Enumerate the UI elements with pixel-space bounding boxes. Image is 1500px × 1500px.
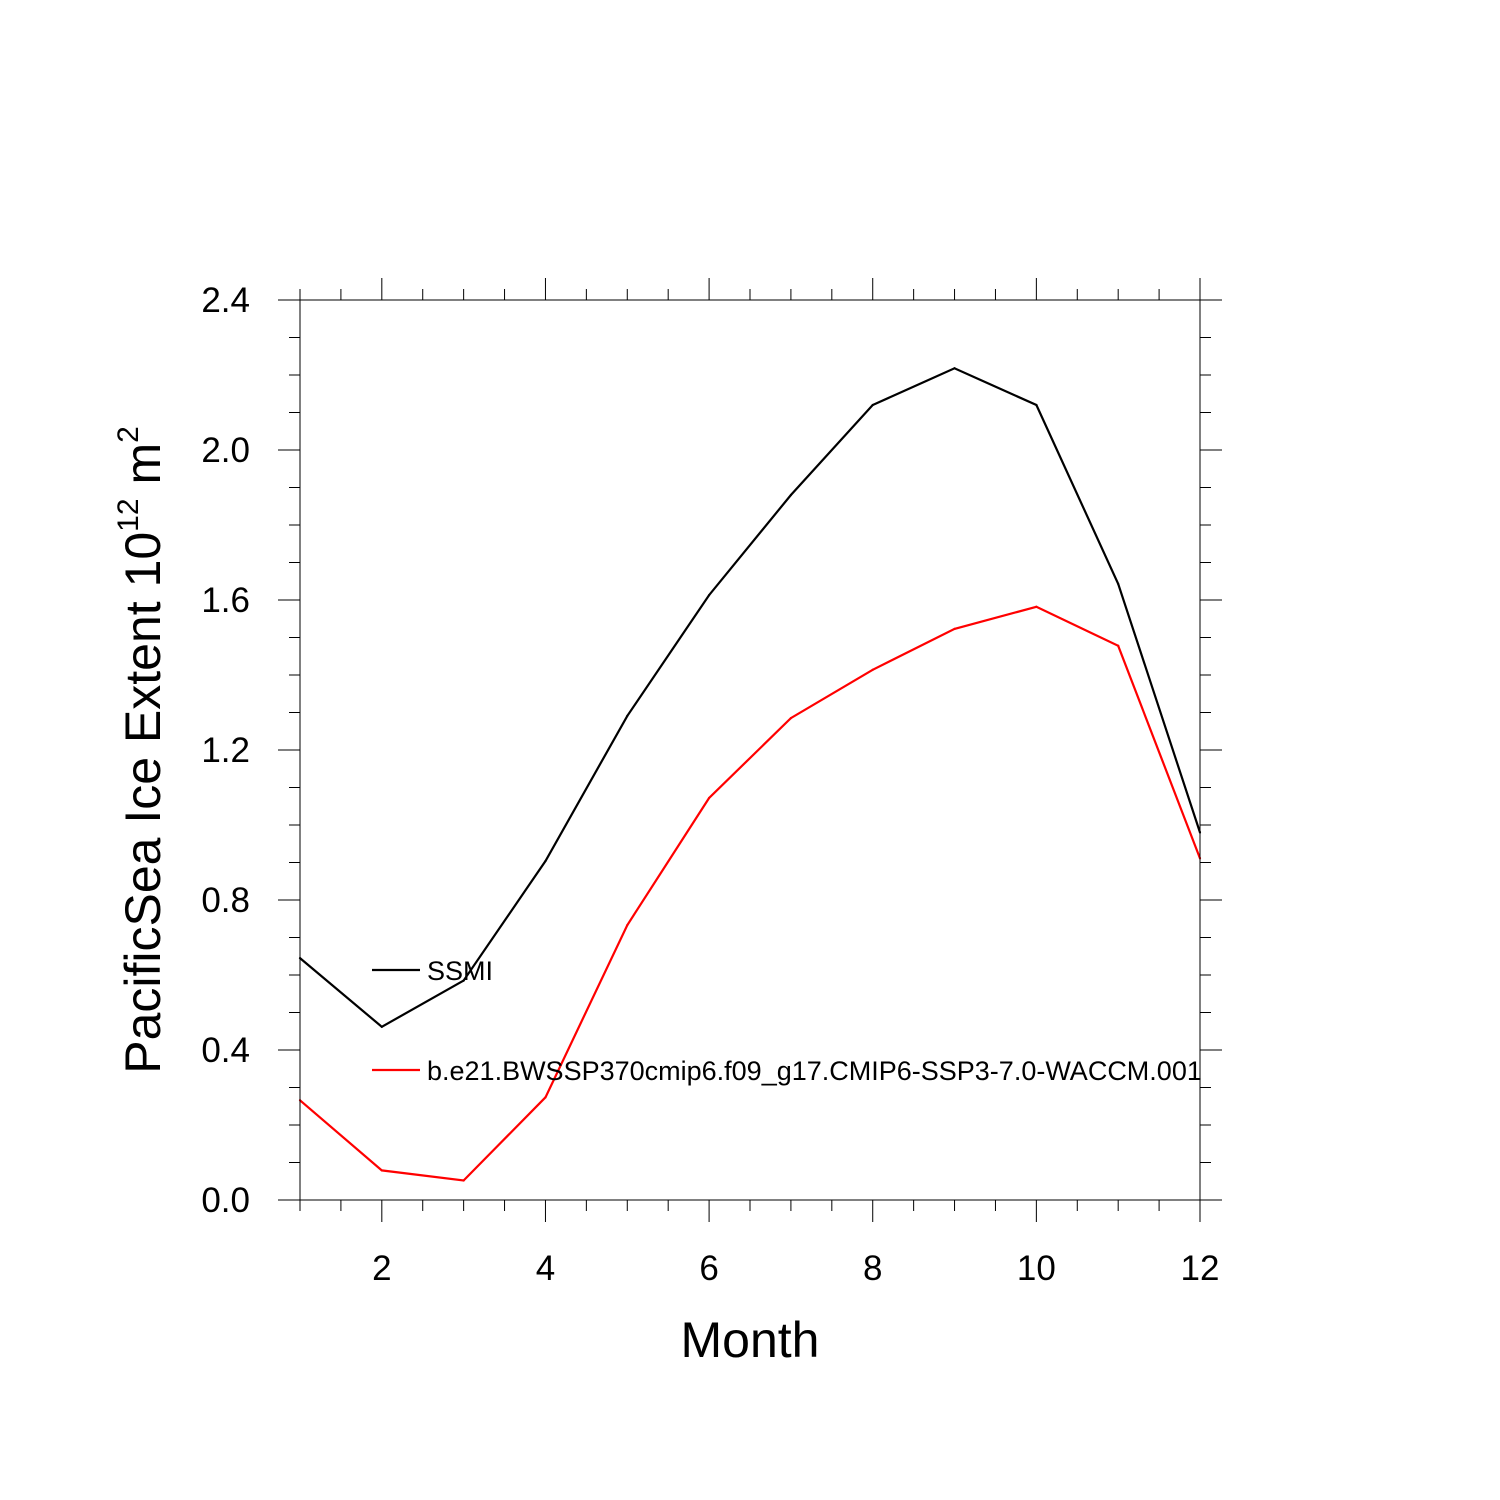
data-point-1-6 <box>789 717 793 720</box>
y-tick-label-1: 0.4 <box>201 1031 250 1070</box>
data-point-1-3 <box>544 1096 547 1099</box>
y-axis-title: PacificSea Ice Extent 1012 m2 <box>112 426 171 1074</box>
series-line-1 <box>299 605 1202 1182</box>
y-tick-label-6: 2.4 <box>201 281 250 320</box>
y-tick-label-2: 0.8 <box>201 881 250 920</box>
data-point-1-5 <box>707 796 711 800</box>
data-point-0-5 <box>707 594 711 597</box>
y-axis-title-unit: m <box>115 443 171 499</box>
y-axis-title-exponent: 12 <box>112 498 145 531</box>
y-tick-label-0: 0.0 <box>201 1181 250 1220</box>
x-tick-label-5: 12 <box>1181 1249 1220 1288</box>
data-point-1-7 <box>871 668 874 671</box>
y-axis-title-main: PacificSea Ice Extent 10 <box>115 532 171 1074</box>
legend-label-1: b.e21.BWSSP370cmip6.f09_g17.CMIP6-SSP3-7… <box>427 1056 1202 1086</box>
data-point-0-10 <box>1117 582 1120 585</box>
ticks-layer <box>278 278 1222 1222</box>
y-axis-title-unit-exponent: 2 <box>112 426 145 443</box>
y-tick-label-3: 1.2 <box>201 731 250 770</box>
data-point-0-4 <box>626 714 629 717</box>
series-layer <box>298 367 1202 1182</box>
data-point-0-7 <box>871 403 874 407</box>
legend: SSMI b.e21.BWSSP370cmip6.f09_g17.CMIP6-SS… <box>372 956 1202 1086</box>
series-line-0 <box>299 367 1202 1029</box>
x-axis-title: Month <box>681 1312 820 1368</box>
data-point-1-9 <box>1035 605 1038 608</box>
data-point-1-10 <box>1117 644 1120 647</box>
x-tick-label-0: 2 <box>372 1249 391 1288</box>
data-point-1-1 <box>380 1169 383 1172</box>
x-tick-label-3: 8 <box>863 1249 882 1288</box>
data-point-1-2 <box>462 1179 465 1182</box>
y-tick-label-5: 2.0 <box>201 431 250 470</box>
data-point-0-8 <box>953 367 956 370</box>
data-point-0-3 <box>544 859 547 863</box>
data-point-0-1 <box>380 1025 383 1028</box>
x-tick-label-1: 4 <box>536 1249 555 1288</box>
x-tick-label-4: 10 <box>1017 1249 1056 1288</box>
tick-labels-layer: 2 4 6 8 10 12 0.0 0.4 0.8 1.2 1.6 2.0 2.4 <box>201 281 1219 1288</box>
data-point-0-9 <box>1035 403 1038 407</box>
y-tick-label-4: 1.6 <box>201 581 250 620</box>
data-point-0-6 <box>789 493 793 497</box>
data-point-1-4 <box>626 924 629 927</box>
data-point-1-8 <box>953 627 956 630</box>
data-point-0-2 <box>462 979 465 982</box>
legend-label-0: SSMI <box>427 956 493 986</box>
x-tick-label-2: 6 <box>699 1249 718 1288</box>
